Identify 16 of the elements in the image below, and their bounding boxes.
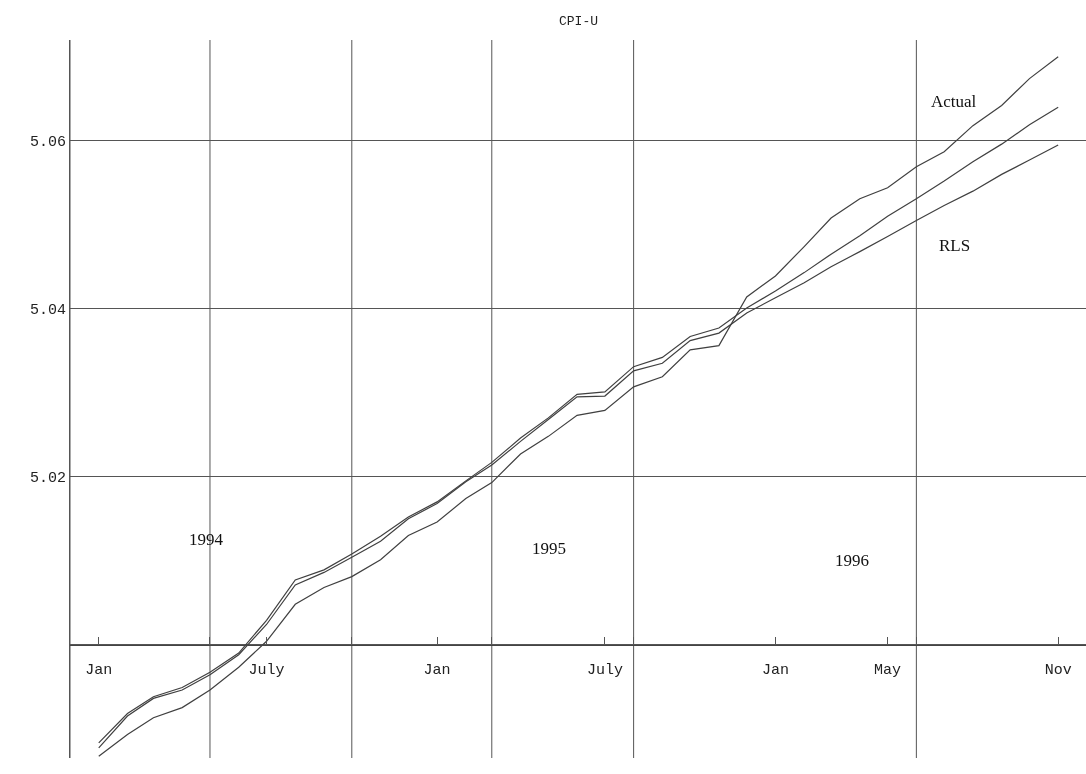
x-tick-label: Jan [761, 661, 789, 679]
annotation: 1996 [835, 551, 869, 570]
x-tick-label: July [248, 661, 285, 679]
x-tick-label: May [874, 661, 902, 679]
y-tick-label: 5.04 [29, 301, 66, 319]
series-label: Actual [931, 92, 977, 111]
annotation: 1995 [532, 539, 566, 558]
y-tick-label: 5.02 [29, 469, 66, 487]
chart-title: CPI-U [559, 14, 599, 29]
y-tick-label: 5.06 [29, 134, 66, 152]
x-tick-label: July [586, 661, 623, 679]
x-tick-label: Jan [85, 661, 113, 679]
annotation: 1994 [189, 530, 224, 549]
x-tick-label: Jan [423, 661, 451, 679]
series-label: RLS [939, 236, 971, 255]
x-tick-label: Nov [1044, 661, 1072, 679]
